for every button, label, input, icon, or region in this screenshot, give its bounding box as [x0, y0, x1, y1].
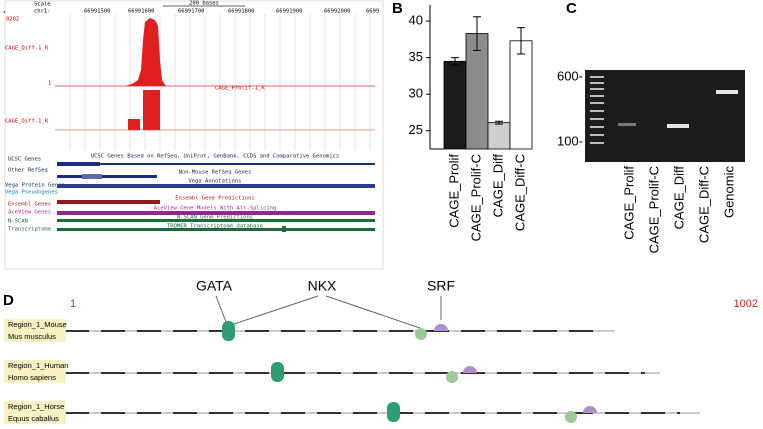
- position: 66991600: [128, 9, 155, 15]
- x-tick-label: CAGE_Diff-C: [512, 154, 527, 231]
- track-description: N-SCAN Gene Predictions: [177, 215, 253, 221]
- motif-label: GATA: [196, 278, 233, 294]
- gene-track-label: Transcriptome: [8, 227, 51, 233]
- gel-band: [618, 123, 636, 126]
- signal-peak: [125, 18, 166, 86]
- region-name: Region_1_Horse: [8, 402, 64, 411]
- track-label: CAGE_Diff-1_R: [5, 46, 49, 52]
- track-label: CAGE_Prolif-1_R: [215, 86, 265, 92]
- gene-track-label: Vega Pseudogenes: [5, 190, 58, 196]
- gene-track-label: AceView Genes: [8, 210, 51, 216]
- browser-frame: [4, 0, 384, 270]
- lane-label: CAGE_Diff-C: [696, 166, 711, 243]
- scale-bar-label: 200 bases: [189, 1, 219, 7]
- species-name: Homo sapiens: [8, 373, 56, 382]
- bar: [509, 40, 533, 150]
- bar: [487, 122, 511, 150]
- y-tick-label: 30: [409, 86, 423, 101]
- sequence-end: 1002: [734, 298, 758, 310]
- chrom-label: chr1:: [34, 9, 51, 15]
- gel: 600- 100- CAGE_Prolif CAGE_Prolif-C CAGE…: [557, 68, 745, 253]
- track-description: Ensembl Gene Predictions: [175, 196, 254, 202]
- region-name: Region_1_Human: [8, 361, 68, 370]
- gel-image: [585, 70, 745, 162]
- gene-track-label: UCSC Genes: [8, 157, 41, 163]
- gel-band: [716, 90, 738, 94]
- gel-band: [667, 124, 689, 128]
- track-label: CAGE_Diff-1_R: [5, 119, 49, 125]
- region-name: Region_1_Mouse: [8, 320, 67, 329]
- panel-label: C: [566, 0, 577, 17]
- gene-track-label: N-SCAN: [8, 219, 28, 225]
- track-max: 8282: [6, 17, 19, 23]
- position: 66991900: [276, 9, 303, 15]
- size-marker: 100-: [557, 133, 583, 148]
- track-description: TROMER Transcriptome database: [167, 224, 263, 230]
- bar: [443, 60, 467, 150]
- motif-pointers: [215, 295, 442, 329]
- y-tick-label: 25: [409, 122, 423, 137]
- scale-label: Scale: [34, 2, 51, 8]
- bar: [465, 33, 489, 150]
- error-bar: [473, 16, 481, 51]
- motif-map: 1 1002 GATA NKX SRF Region_1_Mo: [4, 278, 758, 424]
- species-name: Mus musculus: [8, 332, 56, 341]
- gene-track-label: Other RefSeq: [8, 168, 48, 174]
- bar-chart: 25 30 35 40 CAGE_Prolif CAGE_Prolif-C CAGE_Dif…: [409, 5, 533, 241]
- error-bar: [517, 27, 525, 55]
- position: 66991800: [228, 9, 255, 15]
- position: 6699: [366, 9, 379, 15]
- size-marker: 600-: [557, 68, 583, 83]
- track-description: Vega Annotations: [189, 179, 242, 185]
- gene-track-label: Vega Protein Genes: [5, 183, 65, 189]
- position: 66992000: [324, 9, 351, 15]
- gene-models: [57, 162, 375, 232]
- region-rows: [4, 319, 700, 424]
- motif-label: NKX: [308, 278, 337, 294]
- track-min: 1: [48, 81, 51, 87]
- motif-hits: [222, 321, 597, 423]
- position: 66991700: [178, 9, 205, 15]
- position: 66991500: [84, 9, 111, 15]
- y-tick-label: 40: [409, 13, 423, 28]
- track-description: UCSC Genes Based on RefSeq, UniProt, Gen…: [91, 154, 339, 160]
- species-name: Equus caballus: [8, 414, 59, 423]
- panel-label: B: [392, 0, 403, 17]
- x-tick-label: CAGE_Prolif-C: [468, 154, 483, 241]
- lane-label: CAGE_Prolif: [621, 166, 636, 240]
- x-tick-label: CAGE_Prolif: [446, 154, 461, 228]
- browser-grid: [69, 14, 371, 150]
- sequence-start: 1: [70, 298, 76, 310]
- y-tick-label: 35: [409, 49, 423, 64]
- motif-label: SRF: [427, 278, 455, 294]
- ladder: [590, 76, 604, 144]
- error-bar: [451, 57, 459, 66]
- lane-label: CAGE_Diff: [671, 166, 686, 230]
- track-description: AceView Gene Models With Alt-Splicing: [154, 206, 277, 212]
- error-bar: [495, 120, 503, 125]
- x-tick-label: CAGE_Diff: [490, 154, 505, 218]
- signal-peak: [143, 90, 160, 130]
- lane-label: CAGE_Prolif-C: [646, 166, 661, 253]
- signal-peak: [128, 119, 140, 130]
- genome-browser: Scale chr1: 200 bases 66991500 66991600 …: [4, 0, 384, 270]
- lane-label: Genomic: [721, 166, 736, 219]
- panel-label: D: [3, 292, 14, 309]
- track-description: Non-Mouse RefSeq Genes: [179, 170, 252, 176]
- gene-track-label: Ensembl Genes: [8, 202, 51, 208]
